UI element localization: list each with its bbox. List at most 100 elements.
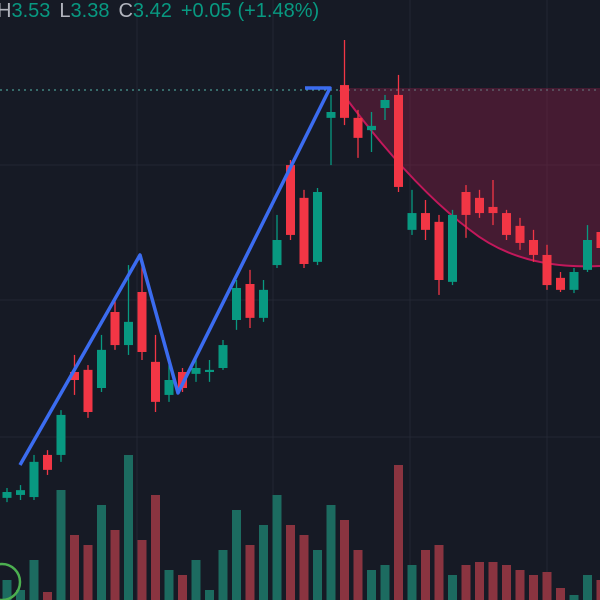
candle-body	[151, 361, 160, 402]
candle-body	[205, 369, 214, 372]
volume-bar	[529, 575, 538, 600]
candle-body	[569, 272, 579, 290]
candle-body	[29, 461, 39, 498]
candle-body	[191, 368, 201, 374]
volume-bar	[475, 562, 484, 600]
volume-bar	[515, 570, 525, 600]
volume-bar	[97, 505, 106, 600]
candle-body	[326, 112, 336, 118]
volume-bar	[448, 575, 457, 600]
candle-body	[583, 240, 592, 270]
candle-body	[2, 492, 12, 498]
candle-body	[488, 206, 498, 214]
volume-bar	[407, 565, 417, 600]
volume-bar	[353, 550, 363, 600]
volume-bar	[394, 465, 403, 600]
marker-circle	[0, 562, 22, 600]
volume-bar	[380, 565, 390, 600]
candle-body	[434, 221, 444, 280]
volume-bar	[326, 505, 336, 600]
candle-body	[110, 312, 120, 346]
header: H3.53 L3.38 C3.42 +0.05 (+1.48%)	[0, 0, 319, 22]
volume-bar	[313, 550, 322, 600]
ohlc-label: L	[59, 0, 70, 22]
candle-body	[367, 125, 376, 131]
candle-body	[286, 165, 295, 235]
candle-body	[299, 197, 309, 264]
candle-body	[178, 372, 187, 388]
volume-bar	[367, 570, 376, 600]
ohlc-value: 3.42	[133, 0, 172, 22]
candle-body	[97, 349, 106, 388]
candle-body	[43, 454, 52, 470]
candle-body	[556, 277, 565, 290]
volume-bar	[2, 580, 12, 600]
volume-bar	[556, 588, 565, 600]
candle-body	[70, 372, 79, 380]
candle-layer	[2, 40, 600, 503]
volume-bar	[124, 455, 133, 600]
candle-body	[137, 292, 147, 352]
volume-bar	[259, 525, 268, 600]
candle-body	[232, 288, 241, 320]
volume-bar	[434, 545, 444, 600]
candle-body	[83, 369, 93, 412]
volume-bar	[340, 520, 349, 600]
candle-body	[272, 240, 282, 266]
highlight-zone	[340, 88, 600, 267]
candle-body	[164, 380, 174, 395]
volume-bar	[421, 550, 430, 600]
change: +0.05	[181, 0, 232, 22]
candle-body	[313, 192, 322, 262]
volume-layer	[2, 455, 600, 600]
candle-body	[218, 345, 228, 368]
volume-bar	[164, 570, 174, 600]
volume-bar	[218, 550, 228, 600]
ohlc-value: 3.53	[11, 0, 50, 22]
volume-bar	[583, 575, 592, 600]
volume-bar	[461, 565, 471, 600]
candle-body	[353, 117, 363, 138]
candle-body	[16, 490, 25, 495]
volume-bar	[151, 495, 160, 600]
volume-bar	[569, 595, 579, 600]
volume-bar	[596, 580, 600, 600]
ohlc-header: H3.53 L3.38 C3.42 +0.05 (+1.48%)	[0, 0, 319, 22]
volume-bar	[191, 560, 201, 600]
pattern-drawing	[18, 86, 332, 466]
candle-body	[380, 100, 390, 108]
volume-bar	[299, 535, 309, 600]
volume-bar	[205, 590, 214, 600]
candle-body	[56, 414, 66, 455]
candle-body	[245, 284, 255, 318]
volume-bar	[29, 560, 39, 600]
candle-body	[340, 85, 349, 118]
volume-bar	[245, 545, 255, 600]
volume-bar	[83, 545, 93, 600]
volume-bar	[70, 535, 79, 600]
candle-body	[502, 213, 511, 235]
candle-body	[407, 213, 417, 230]
candle-body	[515, 225, 525, 243]
volume-bar	[232, 510, 241, 600]
volume-bar	[178, 575, 187, 600]
candle-body	[542, 254, 552, 286]
volume-bar	[502, 565, 511, 600]
candle-body	[124, 321, 133, 346]
volume-bar	[286, 525, 295, 600]
volume-bar	[56, 490, 66, 600]
candle-body	[421, 213, 430, 230]
candle-body	[596, 232, 600, 248]
volume-bar	[272, 495, 282, 600]
candle-body	[448, 214, 457, 282]
candle-body	[259, 289, 268, 318]
ohlc-value: 3.38	[71, 0, 110, 22]
volume-bar	[488, 562, 498, 600]
volume-bar	[43, 592, 52, 600]
volume-bar	[137, 540, 147, 600]
ohlc-label: C	[118, 0, 132, 22]
volume-bar	[110, 530, 120, 600]
